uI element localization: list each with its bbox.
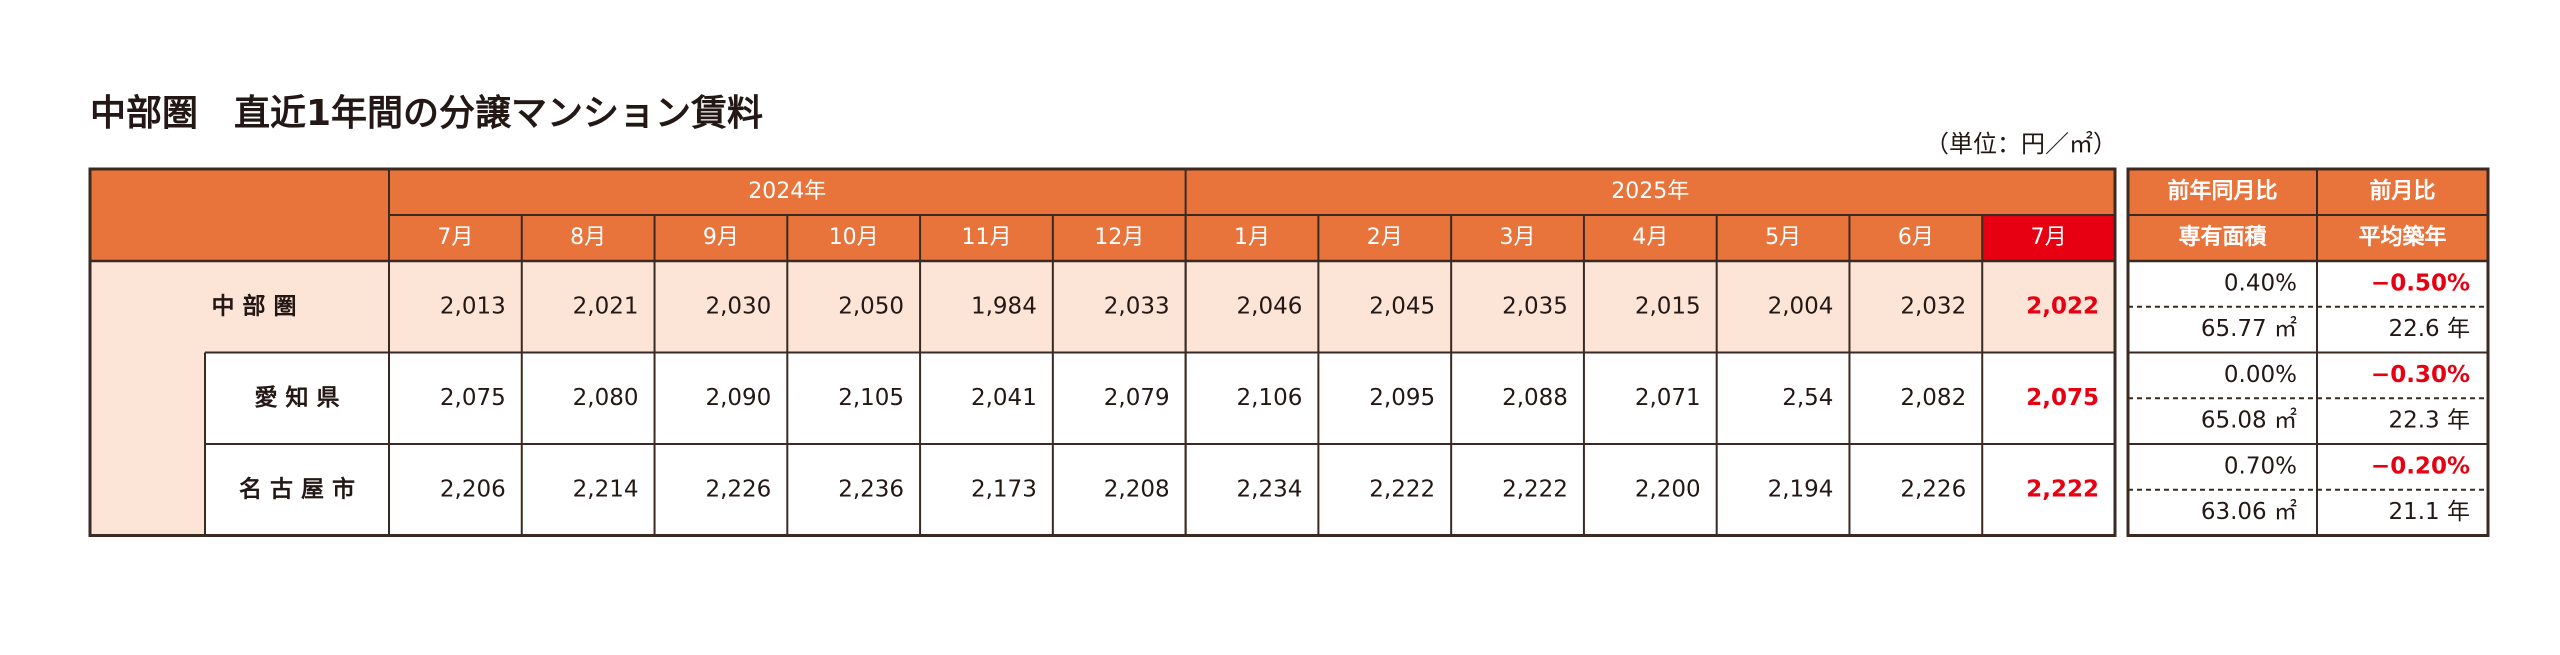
month-header: 2月 bbox=[1367, 225, 1403, 250]
cell-value: 2,050 bbox=[838, 293, 904, 319]
month-header: 11月 bbox=[961, 225, 1011, 250]
month-header: 1月 bbox=[1234, 225, 1270, 250]
cell-value: 2,075 bbox=[2026, 385, 2099, 411]
cell-value: 2,222 bbox=[2026, 476, 2099, 502]
cell-value: 2,208 bbox=[1104, 476, 1170, 502]
cell-value: 2,173 bbox=[971, 476, 1037, 502]
cell-value: 2,071 bbox=[1635, 385, 1701, 411]
cell-value: 2,222 bbox=[1502, 476, 1568, 502]
cell-value: 2,075 bbox=[440, 385, 506, 411]
cell-value: 2,194 bbox=[1768, 476, 1834, 502]
cell-value: 2,234 bbox=[1237, 476, 1303, 502]
cell-value: 2,090 bbox=[705, 385, 771, 411]
age-value: 21.1 年 bbox=[2388, 499, 2470, 525]
cell-value: 2,222 bbox=[1369, 476, 1435, 502]
cell-value: 2,079 bbox=[1104, 385, 1170, 411]
cell-value: 2,095 bbox=[1369, 385, 1435, 411]
cell-value: 2,022 bbox=[2026, 293, 2099, 319]
side-header: 前月比 bbox=[2369, 178, 2435, 204]
month-header: 10月 bbox=[829, 225, 879, 250]
age-value: 22.3 年 bbox=[2388, 408, 2470, 434]
cell-value: 2,021 bbox=[573, 293, 639, 319]
cell-value: 2,032 bbox=[1900, 293, 1966, 319]
cell-value: 2,033 bbox=[1104, 293, 1170, 319]
cell-value: 1,984 bbox=[971, 293, 1037, 319]
row-label: 中 部 圏 bbox=[211, 292, 296, 319]
area-value: 65.08 ㎡ bbox=[2201, 408, 2297, 434]
age-value: 22.6 年 bbox=[2388, 316, 2470, 342]
month-header: 9月 bbox=[703, 225, 739, 250]
month-header: 3月 bbox=[1500, 225, 1536, 250]
cell-value: 2,206 bbox=[440, 476, 506, 502]
side-header: 前年同月比 bbox=[2167, 178, 2277, 204]
cell-value: 2,013 bbox=[440, 293, 506, 319]
month-header: 5月 bbox=[1765, 225, 1801, 250]
cell-value: 2,045 bbox=[1369, 293, 1435, 319]
title: 中部圏 直近1年間の分譲マンション賃料 bbox=[90, 93, 763, 134]
month-header: 4月 bbox=[1632, 225, 1668, 250]
month-header: 7月 bbox=[2031, 225, 2067, 250]
row-label: 愛 知 県 bbox=[254, 384, 339, 411]
mom-value: −0.50% bbox=[2371, 270, 2470, 296]
year-header: 2025年 bbox=[1611, 179, 1689, 204]
cell-value: 2,030 bbox=[705, 293, 771, 319]
month-header: 7月 bbox=[437, 225, 473, 250]
cell-value: 2,035 bbox=[1502, 293, 1568, 319]
side-header: 平均築年 bbox=[2358, 224, 2446, 250]
yoy-value: 0.00% bbox=[2224, 362, 2297, 388]
side-header: 専有面積 bbox=[2178, 224, 2267, 250]
cell-value: 2,088 bbox=[1502, 385, 1568, 411]
area-value: 63.06 ㎡ bbox=[2201, 499, 2297, 525]
mom-value: −0.20% bbox=[2371, 453, 2470, 479]
label-col-bg bbox=[90, 261, 205, 536]
table-border bbox=[88, 167, 2117, 537]
cell-value: 2,214 bbox=[573, 476, 639, 502]
side-border bbox=[2126, 167, 2490, 537]
cell-value: 2,080 bbox=[573, 385, 639, 411]
cell-value: 2,226 bbox=[1900, 476, 1966, 502]
cell-value: 2,046 bbox=[1237, 293, 1303, 319]
cell-value: 2,015 bbox=[1635, 293, 1701, 319]
cell-value: 2,082 bbox=[1900, 385, 1966, 411]
cell-value: 2,041 bbox=[971, 385, 1037, 411]
yoy-value: 0.40% bbox=[2224, 270, 2297, 296]
month-header: 8月 bbox=[570, 225, 606, 250]
cell-value: 2,236 bbox=[838, 476, 904, 502]
cell-value: 2,54 bbox=[1782, 385, 1833, 411]
unit-label: （単位：円／㎡） bbox=[1925, 130, 2117, 158]
yoy-value: 0.70% bbox=[2224, 453, 2297, 479]
month-header: 6月 bbox=[1898, 225, 1934, 250]
year-header: 2024年 bbox=[748, 179, 826, 204]
row-highlight-bg bbox=[90, 261, 2115, 353]
row-label: 名 古 屋 市 bbox=[239, 475, 355, 502]
cell-value: 2,200 bbox=[1635, 476, 1701, 502]
month-header: 12月 bbox=[1094, 225, 1144, 250]
current-month-bg bbox=[1982, 215, 2115, 261]
cell-value: 2,106 bbox=[1237, 385, 1303, 411]
cell-value: 2,226 bbox=[705, 476, 771, 502]
mom-value: −0.30% bbox=[2371, 362, 2470, 388]
area-value: 65.77 ㎡ bbox=[2201, 316, 2297, 342]
cell-value: 2,004 bbox=[1768, 293, 1834, 319]
cell-value: 2,105 bbox=[838, 385, 904, 411]
